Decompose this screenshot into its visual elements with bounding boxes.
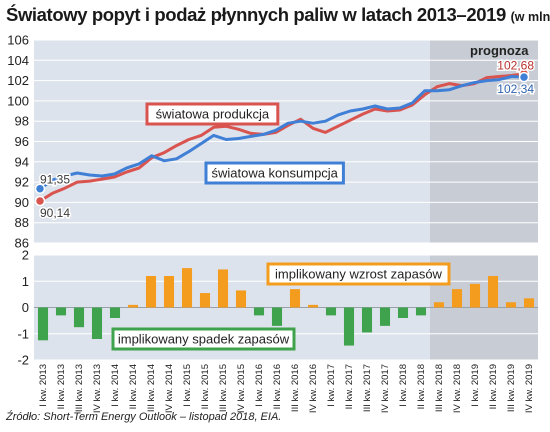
y-tick-lower: 2	[22, 248, 29, 263]
start-value-consumption: 91,35	[40, 173, 70, 187]
x-tick-label: I kw. 2018	[398, 364, 409, 407]
forecast-label: prognoza	[470, 43, 529, 58]
y-tick-upper: 106	[7, 33, 29, 48]
x-tick-label: II kw. 2014	[128, 364, 139, 409]
start-point-consumption	[34, 183, 46, 194]
surplus-label-box	[266, 262, 451, 286]
consumption-series-label-box	[204, 161, 345, 185]
y-tick-upper: 94	[15, 154, 29, 169]
y-tick-upper: 90	[15, 195, 29, 210]
production-series-label-box	[145, 102, 280, 126]
x-tick-label: II kw. 2017	[344, 364, 355, 409]
x-tick-label: I kw. 2013	[38, 364, 49, 407]
stock-change-bar	[145, 276, 157, 308]
x-tick-label: II kw. 2015	[200, 364, 211, 409]
x-tick-label: III kw. 2014	[146, 364, 157, 412]
y-tick-upper: 86	[15, 236, 29, 251]
production-series-label: światowa produkcja	[156, 107, 270, 122]
y-tick-lower: -1	[17, 326, 29, 341]
stock-change-bar	[55, 307, 67, 316]
x-tick-label: III kw. 2018	[434, 364, 445, 412]
stock-change-bar	[433, 302, 445, 308]
stock-change-bar	[181, 268, 193, 308]
y-tick-upper: 102	[7, 73, 29, 88]
stock-change-bar	[307, 304, 319, 308]
x-tick-label: III kw. 2017	[362, 364, 373, 412]
stock-change-bar	[397, 307, 409, 318]
consumption-line	[39, 75, 525, 190]
x-tick-label: IV kw. 2017	[380, 364, 391, 413]
x-tick-label: I kw. 2014	[110, 364, 121, 407]
end-value-production: 102,68	[497, 59, 534, 73]
y-tick-upper: 88	[15, 215, 29, 230]
stock-change-bar	[73, 307, 85, 328]
consumption-series-label: światowa konsumpcja	[211, 166, 338, 181]
y-tick-upper: 98	[15, 114, 29, 129]
x-tick-label: IV kw. 2014	[164, 364, 175, 413]
deficit-label-box	[111, 327, 296, 351]
x-tick-label: I kw. 2017	[326, 364, 337, 407]
x-tick-label: IV kw. 2016	[308, 364, 319, 413]
stock-change-bar	[217, 269, 229, 308]
stock-change-bar	[451, 289, 463, 308]
y-tick-lower: 1	[22, 274, 29, 289]
unit-label: (w mln b/d)	[510, 10, 550, 24]
x-tick-label: IV kw. 2019	[524, 364, 535, 413]
y-tick-upper: 96	[15, 134, 29, 149]
stock-change-bar	[289, 289, 301, 308]
stock-change-bar	[37, 307, 49, 341]
stock-change-bar	[505, 302, 517, 308]
x-tick-label: I kw. 2016	[254, 364, 265, 407]
x-tick-label: III kw. 2016	[290, 364, 301, 412]
stock-change-bar	[253, 307, 265, 316]
stock-change-bar	[415, 307, 427, 316]
stock-change-bar	[199, 293, 211, 308]
chart-title: Światowy popyt i podaż płynnych paliw w …	[6, 4, 550, 26]
x-tick-label: III kw. 2019	[506, 364, 517, 412]
stock-change-bar	[361, 307, 373, 333]
x-tick-label: II kw. 2019	[488, 364, 499, 409]
stock-change-bar	[127, 304, 139, 308]
end-point-consumption	[518, 71, 530, 83]
stock-change-bar	[91, 307, 103, 339]
x-tick-label: III kw. 2013	[74, 364, 85, 412]
x-tick-label: II kw. 2018	[416, 364, 427, 409]
source-note: Źródło: Short-Term Energy Outlook – list…	[6, 411, 282, 423]
stock-change-bar	[379, 307, 391, 326]
x-tick-label: IV kw. 2015	[236, 364, 247, 413]
x-tick-label: IV kw. 2018	[452, 364, 463, 413]
stock-change-bar	[469, 283, 481, 308]
stock-change-bar	[523, 298, 535, 308]
production-line	[39, 72, 525, 203]
deficit-label: implikowany spadek zapasów	[118, 332, 290, 347]
end-value-consumption: 102,34	[497, 82, 534, 96]
stock-change-bar	[343, 307, 355, 346]
stock-change-bar	[109, 307, 121, 318]
x-tick-label: I kw. 2015	[182, 364, 193, 407]
stock-change-bar	[487, 276, 499, 308]
start-point-production	[34, 195, 46, 207]
x-tick-label: III kw. 2015	[218, 364, 229, 412]
title-text: Światowy popyt i podaż płynnych paliw w …	[6, 4, 506, 25]
y-tick-upper: 92	[15, 175, 29, 190]
x-tick-label: II kw. 2013	[56, 364, 67, 409]
y-tick-upper: 100	[7, 93, 29, 108]
y-tick-upper: 104	[7, 53, 29, 68]
y-tick-lower: -2	[17, 353, 29, 368]
surplus-label: implikowany wzrost zapasów	[275, 267, 443, 282]
stock-change-bar	[271, 307, 283, 326]
stock-change-bar	[163, 276, 175, 308]
stock-change-bar	[325, 307, 337, 316]
x-tick-label: IV kw. 2013	[92, 364, 103, 413]
y-tick-lower: 0	[22, 300, 29, 315]
stock-change-bar	[235, 290, 247, 308]
x-tick-label: I kw. 2019	[470, 364, 481, 407]
x-tick-label: II kw. 2016	[272, 364, 283, 409]
start-value-production: 90,14	[40, 206, 70, 220]
